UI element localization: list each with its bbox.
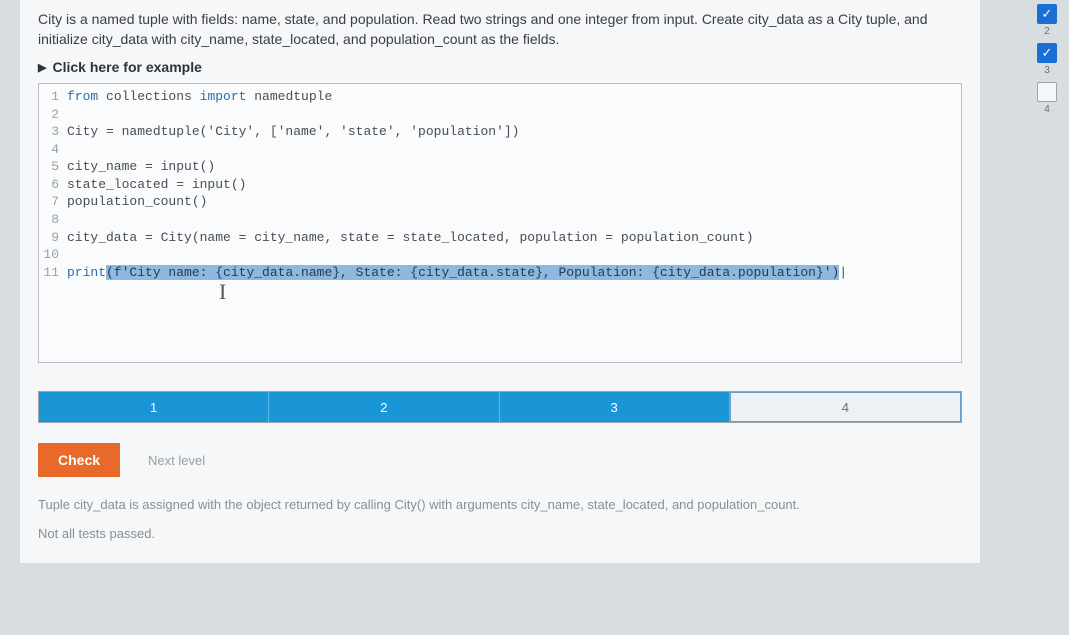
line-number: 4 [39,141,67,159]
check-button[interactable]: Check [38,443,120,477]
next-level-button: Next level [134,444,219,477]
progress-step-1[interactable]: 1 [39,392,269,422]
line-number: 9 [39,229,67,247]
code-content: state_located = input() [67,176,246,194]
line-number: 5 [39,158,67,176]
feedback-block: Tuple city_data is assigned with the obj… [38,495,962,545]
exercise-panel: City is a named tuple with fields: name,… [20,0,980,563]
progress-bar: 1 2 3 4 [38,391,962,423]
feedback-result: Not all tests passed. [38,524,962,545]
code-content: city_name = input() [67,158,215,176]
empty-check-icon[interactable]: ✓ [1037,82,1057,102]
example-toggle-label: Click here for example [52,59,201,75]
text-cursor-icon: I [219,279,226,305]
line-number: 8 [39,211,67,229]
instructions-text: City is a named tuple with fields: name,… [38,10,962,49]
side-label: 4 [1044,104,1050,115]
check-icon[interactable]: ✓ [1037,43,1057,63]
code-content: print(f'City name: {city_data.name}, Sta… [67,264,847,282]
side-label: 2 [1044,26,1050,37]
progress-step-3[interactable]: 3 [500,392,730,422]
line-number: 3 [39,123,67,141]
button-row: Check Next level [38,443,962,477]
progress-step-2[interactable]: 2 [269,392,499,422]
code-content: from collections import namedtuple [67,88,332,106]
code-content: city_data = City(name = city_name, state… [67,229,754,247]
line-number: 1 [39,88,67,106]
check-icon[interactable]: ✓ [1037,4,1057,24]
progress-step-4[interactable]: 4 [730,392,961,422]
line-number: 11 [39,264,67,282]
code-content: City = namedtuple('City', ['name', 'stat… [67,123,519,141]
side-label: 3 [1044,65,1050,76]
code-editor[interactable]: 1from collections import namedtuple 2 3C… [38,83,962,363]
line-number: 2 [39,106,67,124]
side-checklist: ✓ 2 ✓ 3 ✓ 4 [1037,4,1057,115]
code-content: population_count() [67,193,207,211]
example-toggle[interactable]: ▶ Click here for example [38,59,962,75]
line-number: 10 [39,246,67,264]
feedback-explanation: Tuple city_data is assigned with the obj… [38,495,962,516]
line-number: 6 [39,176,67,194]
triangle-right-icon: ▶ [38,61,46,74]
line-number: 7 [39,193,67,211]
